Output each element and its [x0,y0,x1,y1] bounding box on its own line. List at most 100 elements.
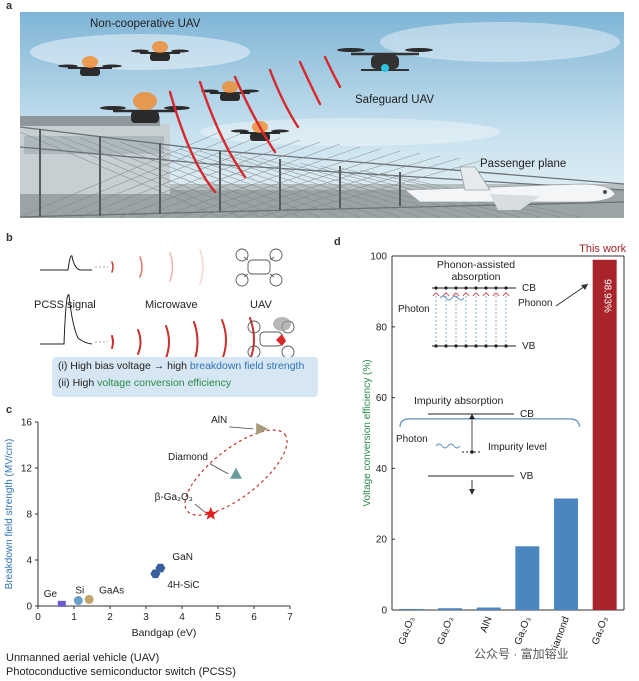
y-tick-label: 0 [381,606,387,617]
this-work-arrow [555,283,589,307]
efficiency-bar-chart: 0 20 40 60 80 100 Voltage conversion efficienc… [362,243,627,648]
key-point-1-highlight: breakdown field strength [189,360,305,372]
key-point-1-text: (i) High bias voltage → high [58,360,190,372]
y-tick-label: 20 [376,535,388,546]
y-axis-title: Voltage conversion efficiency (%) [362,359,373,506]
this-work-label: This work [579,243,627,255]
point-label: 4H-SiC [167,580,199,591]
x-tick-label: 7 [287,612,293,623]
inset1-phonon-arc [502,293,510,297]
highlight-ellipse [184,429,288,516]
category-label: Ga₂O₃ [436,615,456,646]
point-label: GaAs [99,585,124,596]
this-work-arrowhead [581,284,588,290]
inset1-hole [504,344,508,348]
inset1-title-line1: Phonon-assisted [437,259,515,271]
bar [476,607,501,610]
inset1-electron [454,286,458,290]
inset2-photon-wave [435,443,461,449]
inset1-hole [474,344,478,348]
safeguard-uav-label: Safeguard UAV [355,94,435,106]
bar-value-label: 98.93% [602,279,613,313]
inset1-phonon-arc [452,293,460,297]
inset2-down-arrowhead [469,489,475,495]
y-tick-label: 80 [376,322,388,333]
inset2-arrowhead [469,414,475,419]
key-point-2-text: (ii) High [58,377,98,389]
key-points-box [52,357,318,397]
y-tick-label: 4 [26,556,32,567]
x-tick-label: 0 [35,612,41,623]
inset2-vb-label: VB [520,471,534,482]
x-axis-title: Bandgap (eV) [132,627,197,639]
bar [438,608,462,610]
panel-a-label: a [6,0,13,12]
x-tick-label: 2 [107,612,113,623]
bar [515,546,540,610]
panel-b-label: b [6,232,13,244]
ga2o3-arrow [194,503,206,513]
panel-c-label: c [6,404,13,416]
inset1-hole [434,344,438,348]
y-tick-label: 60 [376,393,388,404]
data-point [73,596,83,606]
footer-line-2: Photoconductive semiconductor switch (PC… [6,666,236,678]
y-tick-label: 16 [21,418,33,429]
panel-a-illustration: Non-cooperative UAV Safeguard UAV Passen… [20,12,624,218]
panel-b-diagram [40,248,295,360]
bar [592,259,617,610]
inset1-electron [504,286,508,290]
y-axis-title: Breakdown field strength (MV/cm) [4,439,15,590]
bar [399,608,424,610]
inset1-electron [434,286,438,290]
uav-label: UAV [250,299,272,311]
comparison-bracket [399,418,580,427]
passenger-plane-label: Passenger plane [480,158,567,170]
inset1-electron [484,286,488,290]
inset1-hole [484,344,488,348]
x-tick-label: 4 [179,612,185,623]
x-tick-label: 6 [251,612,257,623]
y-tick-label: 0 [26,602,32,613]
inset1-hole [454,344,458,348]
key-point-2-highlight: voltage conversion efficiency [97,377,232,389]
key-point-2: (ii) High voltage conversion efficiency [58,377,231,389]
microwave-label: Microwave [145,299,198,311]
inset1-phonon-arc [432,293,440,297]
inset2-title: Impurity absorption [414,395,503,407]
footer-line-1: Unmanned aerial vehicle (UAV) [6,652,160,664]
inset1-hole [494,344,498,348]
watermark: 公众号 · 富加镕业 [474,647,569,661]
point-label: β-Ga₂O₃ [155,492,193,503]
inset1-electron [444,286,448,290]
inset1-electron [464,286,468,290]
category-label: Ga₂O₃ [397,615,417,646]
inset1-phonon-arc [482,293,490,297]
data-point [230,467,242,479]
point-label: Ge [44,589,58,600]
pcss-signal-label: PCSS signal [34,299,96,311]
data-point [150,569,161,579]
point-label: GaN [172,552,193,563]
key-point-1: (i) High bias voltage → high breakdown f… [58,360,304,372]
aln-arrow [229,426,254,430]
point-label: Si [75,586,84,597]
point-label: Diamond [168,452,208,463]
inset2-cb-label: CB [520,409,534,420]
x-tick-label: 1 [71,612,77,623]
y-tick-label: 100 [370,252,387,263]
bar [554,498,578,610]
inset1-electron [474,286,478,290]
data-point [256,422,269,435]
inset1-vb-label: VB [522,341,536,352]
inset2-electron [470,450,474,454]
non-cooperative-uav-label: Non-cooperative UAV [90,18,201,30]
category-label: Ga₂O₃ [513,615,533,646]
data-point [84,594,94,604]
inset1-photon-wave [439,295,465,301]
inset1-phonon-arc [472,293,480,297]
diamond-arrow [209,463,229,475]
inset1-phonon-label: Phonon [518,298,552,309]
x-tick-label: 3 [143,612,149,623]
